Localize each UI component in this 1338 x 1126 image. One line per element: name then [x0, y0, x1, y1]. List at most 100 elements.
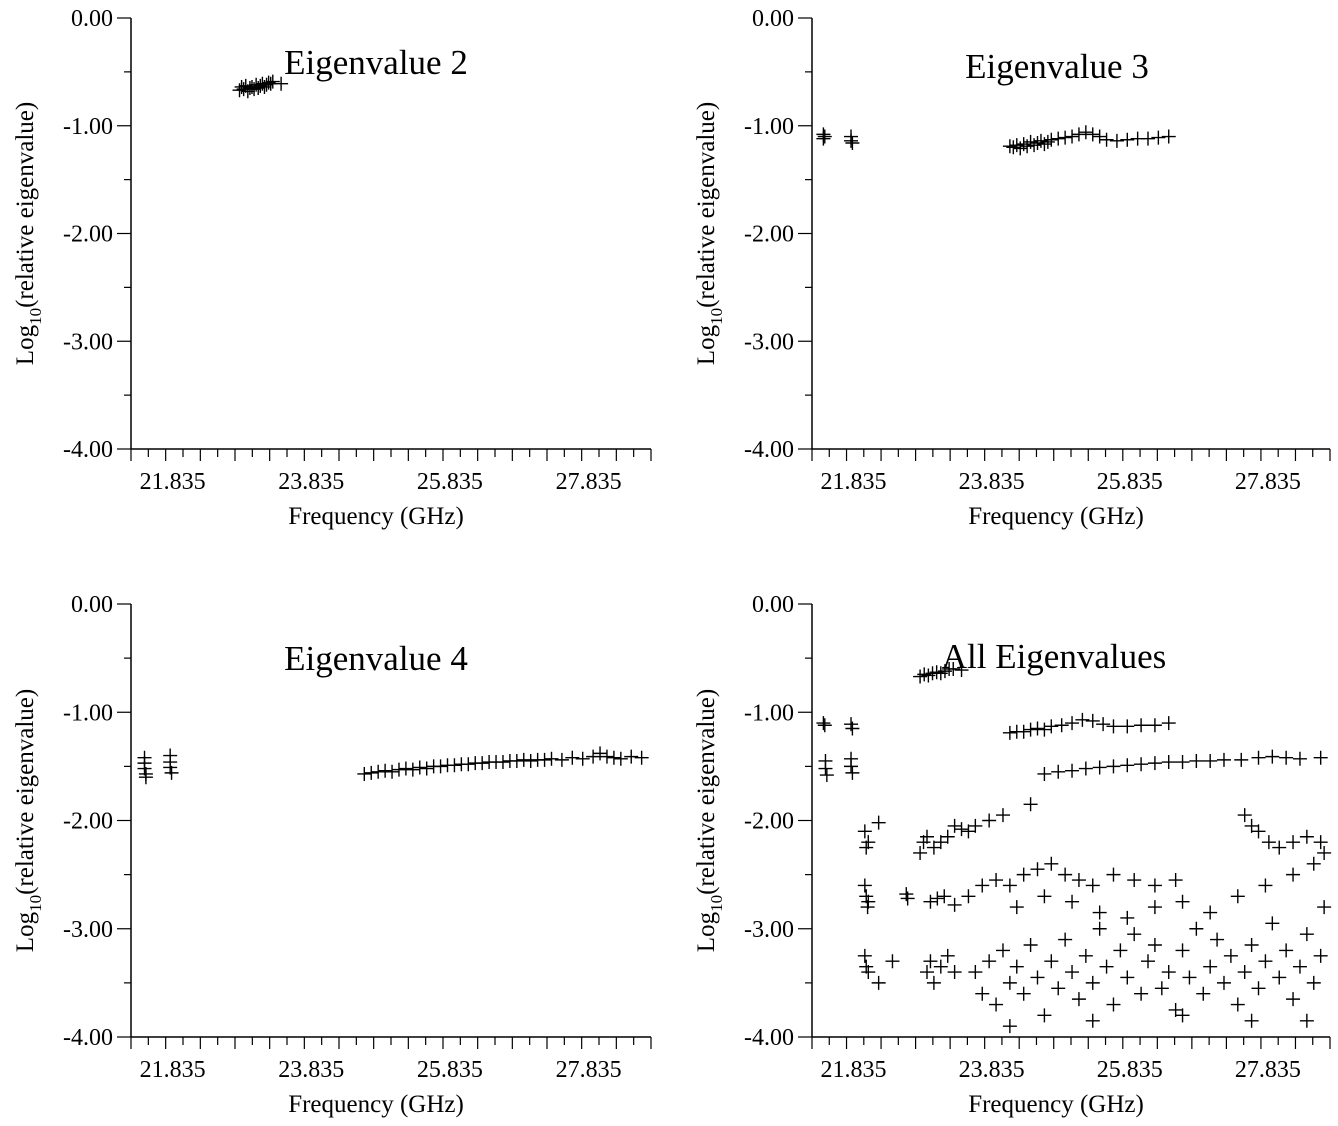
- data-point-plus: [1161, 129, 1176, 144]
- data-point-plus: [845, 135, 860, 150]
- x-axis-title: Frequency (GHz): [968, 503, 1144, 530]
- data-point-plus: [1147, 756, 1162, 771]
- data-point-plus: [1244, 1013, 1259, 1028]
- data-point-plus: [900, 891, 915, 906]
- data-point-plus: [575, 751, 590, 766]
- y-tick-label: -3.00: [63, 329, 113, 355]
- data-point-plus: [995, 808, 1010, 823]
- data-point-plus: [923, 954, 938, 969]
- data-point-plus: [606, 750, 621, 765]
- x-tick-label: 25.835: [1097, 469, 1163, 495]
- data-point-plus: [1016, 724, 1031, 739]
- data-point-plus: [412, 760, 427, 775]
- data-point-plus: [1016, 986, 1031, 1001]
- data-point-plus: [861, 894, 876, 909]
- data-point-plus: [1175, 1008, 1190, 1023]
- data-point-plus: [1099, 132, 1114, 147]
- data-point-plus: [1058, 867, 1073, 882]
- data-point-plus: [919, 965, 934, 980]
- data-point-plus: [859, 959, 874, 974]
- data-point-plus: [1065, 965, 1080, 980]
- data-point-plus: [1002, 725, 1017, 740]
- data-point-plus: [265, 74, 280, 89]
- data-point-plus: [975, 878, 990, 893]
- data-point-plus: [565, 750, 580, 765]
- data-point-plus: [968, 818, 983, 833]
- data-point-plus: [1175, 755, 1190, 770]
- data-point-plus: [1037, 889, 1052, 904]
- data-point-plus: [371, 764, 386, 779]
- data-point-plus: [1141, 131, 1156, 146]
- data-point-plus: [921, 668, 936, 683]
- data-point-plus: [1065, 129, 1080, 144]
- panel-all-eigenvalues: 0.00 -1.00 -2.00 -3.00 -4.00 21.835 23.835 25.8…: [693, 592, 1332, 1118]
- data-point-plus: [926, 840, 941, 855]
- data-point-plus: [1120, 970, 1135, 985]
- x-axis-title: Frequency (GHz): [288, 503, 464, 530]
- panel-title: Eigenvalue 4: [284, 639, 468, 678]
- data-point-plus: [1272, 970, 1287, 985]
- data-point-plus: [1175, 894, 1190, 909]
- data-point-plus: [871, 815, 886, 830]
- data-point-plus: [923, 894, 938, 909]
- data-point-plus: [961, 824, 976, 839]
- data-point-plus: [1168, 873, 1183, 888]
- data-point-plus: [1161, 755, 1176, 770]
- data-point-plus: [1203, 959, 1218, 974]
- data-point-plus: [1099, 959, 1114, 974]
- data-point-plus: [1051, 764, 1066, 779]
- data-point-plus: [954, 663, 969, 678]
- y-tick-label: -3.00: [744, 329, 794, 355]
- data-point-plus: [1147, 900, 1162, 915]
- y-tick-label: -4.00: [63, 1025, 113, 1051]
- data-point-plus: [509, 753, 524, 768]
- data-point-plus: [917, 667, 932, 682]
- data-point-plus: [1071, 873, 1086, 888]
- data-point-plus: [871, 975, 886, 990]
- x-tick-label: 27.835: [1235, 469, 1301, 495]
- x-tick-label: 23.835: [278, 1057, 344, 1083]
- data-point-plus: [859, 840, 874, 855]
- data-point-plus: [1230, 997, 1245, 1012]
- y-tick-label: -2.00: [744, 809, 794, 835]
- panel-eigenvalue-3: 0.00 -1.00 -2.00 -3.00 -4.00 21.835 23.835 25.8…: [693, 6, 1331, 530]
- data-point-plus: [1127, 927, 1142, 942]
- data-point-plus: [1210, 932, 1225, 947]
- data-point-plus: [1030, 862, 1045, 877]
- data-point-plus: [1058, 932, 1073, 947]
- data-point-plus: [1040, 134, 1055, 149]
- data-point-plus: [859, 889, 874, 904]
- y-axis-title: Log10(relative eigenvalue): [12, 102, 45, 365]
- data-point-plus: [274, 76, 289, 91]
- data-point-plus: [1071, 127, 1086, 142]
- y-tick-label: -1.00: [744, 700, 794, 726]
- data-point-plus: [1113, 943, 1128, 958]
- data-point-plus: [1237, 808, 1252, 823]
- data-point-plus: [1054, 718, 1069, 733]
- data-point-plus: [1092, 760, 1107, 775]
- data-point-plus: [857, 948, 872, 963]
- x-tick-label: 23.835: [959, 469, 1025, 495]
- data-point-plus: [1085, 1013, 1100, 1028]
- data-point-plus: [1106, 719, 1121, 734]
- data-point-plus: [1033, 133, 1048, 148]
- data-point-plus: [1244, 818, 1259, 833]
- data-point-plus: [1106, 759, 1121, 774]
- data-point-plus: [1279, 750, 1294, 765]
- x-tick-label: 27.835: [556, 469, 622, 495]
- data-point-plus: [398, 761, 413, 776]
- y-tick-label: 0.00: [71, 6, 113, 32]
- data-point-plus: [913, 845, 928, 860]
- data-point-plus: [138, 770, 153, 785]
- data-point-plus: [1279, 943, 1294, 958]
- data-point-plus: [1096, 717, 1111, 732]
- data-point-plus: [1299, 829, 1314, 844]
- panel-title: All Eigenvalues: [942, 637, 1167, 676]
- data-point-plus: [634, 750, 649, 765]
- data-point-plus: [1002, 878, 1017, 893]
- data-point-plus: [818, 761, 833, 776]
- data-point-plus: [1078, 761, 1093, 776]
- data-point-plus: [913, 669, 928, 684]
- data-point-plus: [1120, 758, 1135, 773]
